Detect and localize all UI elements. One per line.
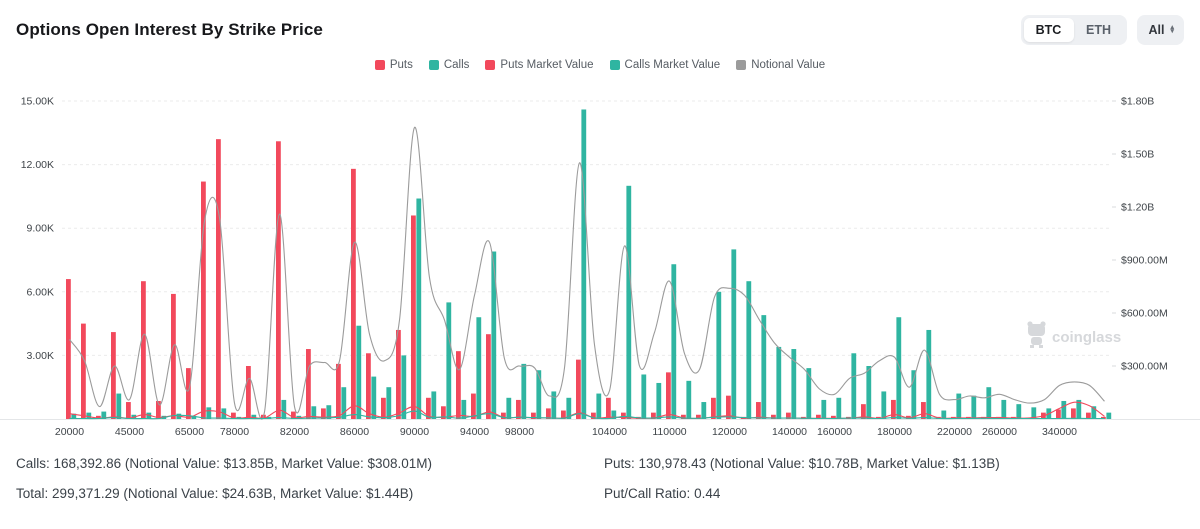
svg-text:$1.50B: $1.50B xyxy=(1121,149,1154,161)
svg-text:15.00K: 15.00K xyxy=(21,96,54,108)
svg-text:86000: 86000 xyxy=(340,426,369,438)
svg-text:94000: 94000 xyxy=(460,426,489,438)
calls-market-value-line xyxy=(69,410,1105,420)
svg-text:12.00K: 12.00K xyxy=(21,159,54,171)
svg-text:45000: 45000 xyxy=(115,426,144,438)
svg-text:9.00K: 9.00K xyxy=(27,223,54,235)
right-axis: $300.00M $600.00M $900.00M $1.20B $1.50B $1.8… xyxy=(1112,96,1168,373)
svg-text:90000: 90000 xyxy=(400,426,429,438)
chevron-updown-icon: ▴ ▾ xyxy=(1170,24,1174,35)
btc-toggle-button[interactable]: BTC xyxy=(1023,18,1074,42)
svg-text:20000: 20000 xyxy=(55,426,84,438)
puts-legend-swatch-icon xyxy=(374,60,385,70)
oi-chart-svg: 3.00K 6.00K 9.00K 12.00K 15.00K $300.00M $600.… xyxy=(0,96,1200,438)
chart-controls: BTC ETH All ▴ ▾ xyxy=(1020,15,1184,45)
coin-toggle: BTC ETH xyxy=(1020,15,1127,45)
svg-text:$1.20B: $1.20B xyxy=(1121,202,1154,214)
svg-text:98000: 98000 xyxy=(505,426,534,438)
svg-text:3.00K: 3.00K xyxy=(27,350,54,362)
notional-value-line xyxy=(69,126,1105,420)
svg-text:110000: 110000 xyxy=(652,426,686,438)
calls-bars xyxy=(71,109,1112,420)
svg-text:6.00K: 6.00K xyxy=(27,286,54,298)
svg-text:120000: 120000 xyxy=(712,426,747,438)
coinglass-watermark: coinglass xyxy=(1027,321,1121,348)
total-stat: Total: 299,371.29 (Notional Value: $24.6… xyxy=(16,486,414,501)
svg-text:65000: 65000 xyxy=(175,426,204,438)
svg-text:coinglass: coinglass xyxy=(1052,329,1121,346)
calls-mv-legend-swatch-icon xyxy=(609,60,620,70)
svg-text:82000: 82000 xyxy=(280,426,309,438)
svg-text:78000: 78000 xyxy=(220,426,249,438)
open-interest-chart[interactable]: 3.00K 6.00K 9.00K 12.00K 15.00K $300.00M $600.… xyxy=(0,78,1200,440)
put-call-ratio-stat: Put/Call Ratio: 0.44 xyxy=(604,486,721,501)
svg-text:140000: 140000 xyxy=(772,426,807,438)
svg-text:160000: 160000 xyxy=(817,426,852,438)
svg-text:180000: 180000 xyxy=(877,426,912,438)
svg-text:$900.00M: $900.00M xyxy=(1121,255,1168,267)
summary-stats: Calls: 168,392.86 (Notional Value: $13.8… xyxy=(0,440,1200,501)
svg-text:$300.00M: $300.00M xyxy=(1121,361,1168,373)
svg-text:260000: 260000 xyxy=(982,426,1017,438)
puts-stat: Puts: 130,978.43 (Notional Value: $10.78… xyxy=(604,456,1000,471)
svg-text:104000: 104000 xyxy=(592,426,627,438)
puts-bars xyxy=(66,139,1106,419)
svg-text:340000: 340000 xyxy=(1042,426,1077,438)
page-title: Options Open Interest By Strike Price xyxy=(16,20,323,39)
legend-item-puts[interactable]: Puts xyxy=(374,59,413,71)
legend-item-notional-value[interactable]: Notional Value xyxy=(736,59,825,71)
range-select-dropdown[interactable]: All ▴ ▾ xyxy=(1136,15,1184,45)
range-select-label: All xyxy=(1148,23,1165,37)
eth-toggle-button[interactable]: ETH xyxy=(1086,23,1111,37)
calls-stat: Calls: 168,392.86 (Notional Value: $13.8… xyxy=(16,456,433,471)
puts-mv-legend-swatch-icon xyxy=(485,60,496,70)
calls-legend-swatch-icon xyxy=(428,60,439,70)
svg-text:$600.00M: $600.00M xyxy=(1121,308,1168,320)
svg-text:$1.80B: $1.80B xyxy=(1121,96,1154,108)
chart-legend: Puts Calls Puts Market Value Calls Marke… xyxy=(0,54,1200,76)
legend-item-puts-market-value[interactable]: Puts Market Value xyxy=(485,59,594,71)
legend-item-calls[interactable]: Calls xyxy=(428,59,469,71)
notional-legend-swatch-icon xyxy=(736,60,747,70)
gridlines: 3.00K 6.00K 9.00K 12.00K 15.00K xyxy=(0,96,1200,420)
legend-item-calls-market-value[interactable]: Calls Market Value xyxy=(609,59,720,71)
x-axis-labels: 20000 45000 65000 78000 82000 86000 90000 94000… xyxy=(55,426,1077,438)
header: Options Open Interest By Strike Price BT… xyxy=(0,0,1200,46)
svg-text:220000: 220000 xyxy=(937,426,972,438)
